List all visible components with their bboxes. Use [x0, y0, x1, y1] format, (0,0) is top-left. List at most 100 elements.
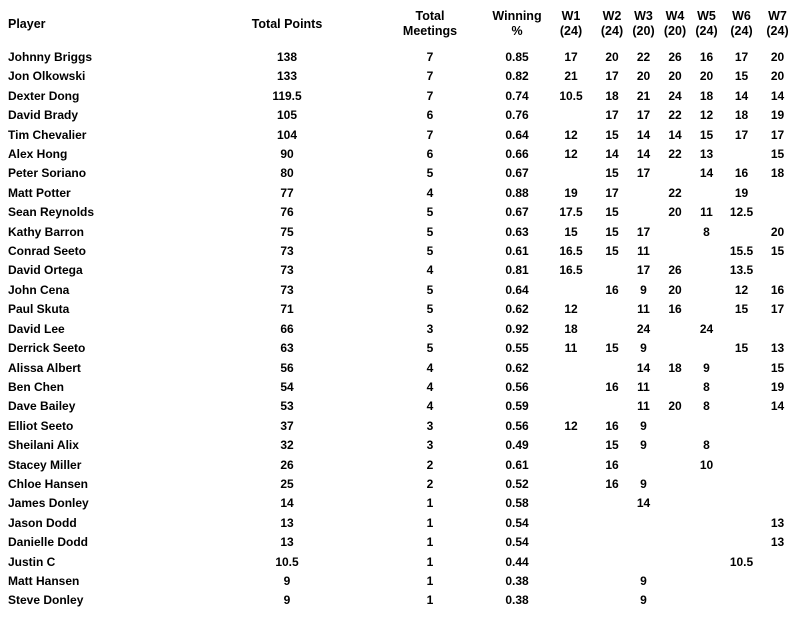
- w7-cell: 17: [770, 127, 785, 142]
- w7-cell: [761, 456, 794, 475]
- player-name-cell: Peter Soriano: [8, 166, 87, 181]
- w7-cell: 20: [770, 224, 785, 239]
- w2-cell: 17: [605, 69, 619, 84]
- w4-cell: [659, 417, 691, 436]
- winning-pct-cell: 0.74: [505, 88, 529, 103]
- w6-cell: 15: [734, 69, 749, 84]
- total-points-cell: 25: [280, 476, 294, 491]
- w3-cell: 9: [640, 476, 647, 491]
- w1-cell: [546, 281, 596, 300]
- total-points-cell: 9: [283, 593, 291, 608]
- total-points-cell: 133: [276, 69, 298, 84]
- w7-cell: 19: [770, 108, 785, 123]
- player-name-cell: Ben Chen: [8, 379, 65, 394]
- table-row: David Lee 66 3 0.92 18 24 24: [0, 320, 794, 339]
- w7-cell: 17: [770, 302, 785, 317]
- w3-cell: 17: [636, 166, 651, 181]
- w2-cell: 15: [605, 166, 619, 181]
- w7-cell: [761, 494, 794, 513]
- spacer-cell: [344, 397, 372, 416]
- w2-cell: [596, 397, 628, 416]
- w5-cell: [691, 417, 722, 436]
- total-points-cell: 9: [283, 573, 291, 588]
- total-points-cell: 105: [276, 108, 298, 123]
- w7-cell: [761, 320, 794, 339]
- w2-cell: [596, 261, 628, 280]
- player-name-cell: Jon Olkowski: [8, 69, 86, 84]
- player-name-cell: Sean Reynolds: [8, 205, 95, 220]
- w6-cell: 17: [734, 50, 749, 64]
- w2-cell: 20: [605, 50, 619, 64]
- table-row: Stacey Miller 26 2 0.61 16 10: [0, 456, 794, 475]
- w5-cell: 13: [699, 147, 714, 162]
- winning-pct-cell: 0.55: [505, 341, 529, 356]
- w1-cell: 21: [564, 69, 578, 84]
- total-points-cell: 14: [280, 496, 294, 511]
- w7-cell: 13: [770, 535, 785, 550]
- w1-cell: [546, 533, 596, 552]
- w5-cell: 9: [703, 360, 710, 375]
- w2-cell: 15: [605, 244, 619, 259]
- w3-cell: 11: [637, 379, 650, 394]
- w3-cell: 9: [640, 282, 647, 297]
- w5-cell: [691, 261, 722, 280]
- table-row: David Brady 105 6 0.76 17 17 22 12 18 19: [0, 106, 794, 125]
- w7-cell: 16: [770, 282, 785, 297]
- w2-cell: 17: [605, 108, 619, 123]
- w1-cell: 17.5: [559, 205, 583, 220]
- w3-cell: 21: [636, 88, 651, 103]
- total-meetings-cell: 4: [426, 263, 434, 278]
- player-name-cell: Kathy Barron: [8, 224, 85, 239]
- w2-cell: 15: [605, 341, 619, 356]
- total-points-cell: 104: [276, 127, 298, 142]
- w5-cell: 16: [699, 50, 714, 64]
- w7-cell: [761, 417, 794, 436]
- w3-cell: 11: [637, 244, 650, 259]
- col-header-w5: W5 (24): [695, 9, 718, 38]
- total-points-cell: 138: [276, 50, 298, 64]
- spacer-cell: [344, 475, 372, 494]
- spacer-cell: [344, 417, 372, 436]
- w5-cell: 12: [699, 108, 714, 123]
- player-name-cell: Steve Donley: [8, 593, 84, 608]
- w5-cell: 20: [699, 69, 714, 84]
- player-name-cell: David Brady: [8, 108, 79, 123]
- w5-cell: 8: [703, 379, 710, 394]
- winning-pct-cell: 0.82: [505, 69, 529, 84]
- w5-cell: [691, 494, 722, 513]
- w2-cell: [596, 553, 628, 572]
- spacer-cell: [344, 203, 372, 222]
- w2-cell: [596, 494, 628, 513]
- player-name-cell: Elliot Seeto: [8, 418, 74, 433]
- w3-cell: 9: [640, 573, 647, 588]
- total-meetings-cell: 4: [426, 379, 434, 394]
- w6-cell: 14: [734, 88, 749, 103]
- w5-cell: [691, 281, 722, 300]
- total-points-cell: 26: [280, 457, 294, 472]
- total-meetings-cell: 1: [426, 573, 434, 588]
- w3-cell: [628, 514, 659, 533]
- w7-cell: [761, 475, 794, 494]
- w6-cell: [722, 397, 761, 416]
- w3-cell: 14: [636, 147, 651, 162]
- w6-cell: [722, 514, 761, 533]
- w3-cell: 17: [636, 224, 651, 239]
- w4-cell: [659, 553, 691, 572]
- winning-pct-cell: 0.64: [505, 127, 529, 142]
- w3-cell: [628, 533, 659, 552]
- w6-cell: [722, 456, 761, 475]
- w5-cell: [691, 533, 722, 552]
- w6-cell: 17: [734, 127, 749, 142]
- w2-cell: [596, 572, 628, 591]
- w4-cell: 22: [668, 147, 682, 162]
- player-name-cell: Dave Bailey: [8, 399, 76, 414]
- w6-cell: 15: [734, 302, 749, 317]
- w5-cell: [691, 514, 722, 533]
- table-row: James Donley 14 1 0.58 14: [0, 494, 794, 513]
- w3-cell: [628, 184, 659, 203]
- total-points-cell: 71: [280, 302, 294, 317]
- w4-cell: [659, 320, 691, 339]
- w1-cell: [546, 475, 596, 494]
- player-name-cell: Chloe Hansen: [8, 476, 89, 491]
- total-meetings-cell: 7: [426, 50, 434, 64]
